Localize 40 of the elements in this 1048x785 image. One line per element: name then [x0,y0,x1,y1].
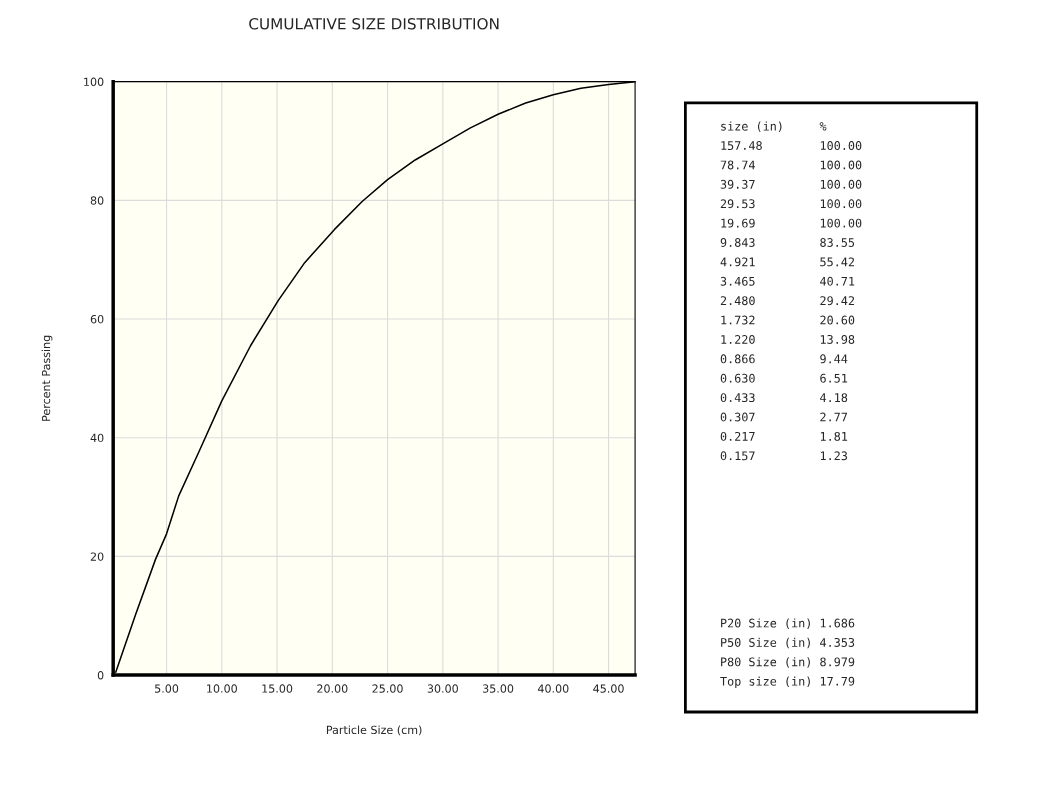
text: 39.37 100.00 [720,179,862,189]
x-tick-label: 20.00 [317,684,348,693]
text: 0.307 2.77 [720,412,848,422]
x-tick-label: 30.00 [427,684,458,693]
text: 9.843 83.55 [720,238,855,247]
text: size (in) % [721,121,827,133]
chart-title: CUMULATIVE SIZE DISTRIBUTION [249,18,499,30]
x-tick-label: 45.00 [593,684,624,693]
x-tick-label: 35.00 [483,684,514,693]
text: 2.480 29.42 [720,296,855,306]
y-tick-label: 0 [97,671,104,680]
y-tick-label: 60 [90,315,104,324]
text: P20 Size (in) 1.686 [721,618,855,629]
text: Top size (in) 17.79 [720,676,855,688]
text: 0.157 1.23 [720,451,848,461]
x-tick-label: 25.00 [372,684,403,693]
text: 4.921 55.42 [720,257,855,267]
text: 1.220 13.98 [721,334,855,344]
y-tick-label: 100 [84,77,104,87]
text: P80 Size (in) 8.979 [721,657,855,668]
y-tick-label: 20 [90,552,104,561]
x-tick-label: 10.00 [207,684,237,693]
y-axis-title: Percent Passing [41,335,53,421]
x-axis-title: Particle Size (cm) [326,725,422,736]
y-tick-label: 40 [90,433,104,443]
text: 1.732 20.60 [721,315,855,325]
text: 78.74 100.00 [720,160,862,170]
x-tick-label: 5.00 [155,684,179,693]
text: 0.217 1.81 [720,431,848,441]
text: 29.53 100.00 [720,199,862,209]
text: 0.630 6.51 [720,373,848,383]
text: 3.465 40.71 [720,276,855,286]
text: P50 Size (in) 4.353 [721,637,855,649]
x-tick-label: 40.00 [537,684,569,693]
text: 0.866 9.44 [720,354,848,364]
y-tick-label: 80 [90,196,104,205]
text: 157.48 100.00 [721,141,862,151]
text: 0.433 4.18 [720,393,848,403]
text: 19.69 100.00 [721,218,862,228]
x-tick-label: 15.00 [262,684,293,693]
